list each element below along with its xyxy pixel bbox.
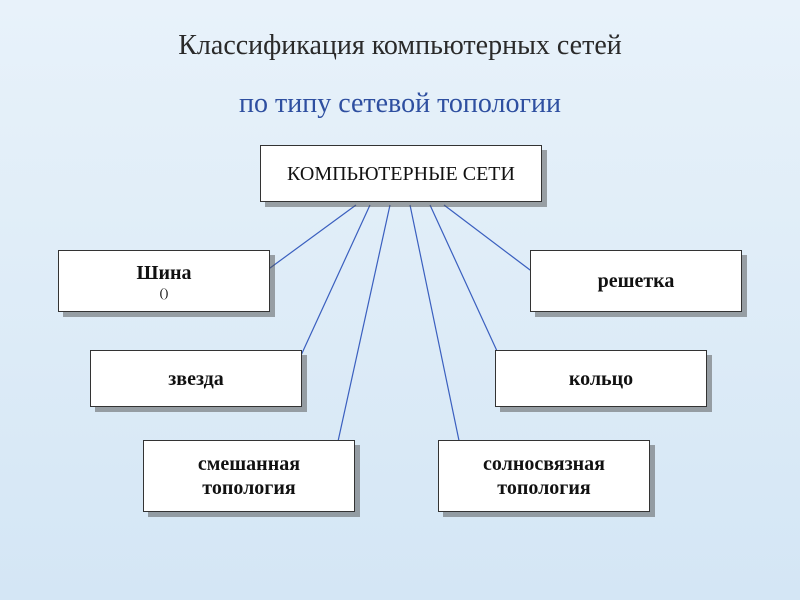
node-conn: солносвязная топология — [438, 440, 650, 512]
edge-root-bus — [255, 205, 356, 279]
node-root-label: КОМПЬЮТЕРНЫЕ СЕТИ — [287, 162, 515, 186]
node-star: звезда — [90, 350, 302, 407]
page-subtitle: по типу сетевой топологии — [0, 88, 800, 120]
edge-root-mesh — [444, 205, 542, 279]
edge-root-star — [292, 205, 370, 375]
node-mixed-label2: топология — [202, 476, 295, 500]
node-star-label: звезда — [168, 367, 224, 391]
node-ring: кольцо — [495, 350, 707, 407]
node-ring-label: кольцо — [569, 367, 633, 391]
node-mesh: решетка — [530, 250, 742, 312]
node-root: КОМПЬЮТЕРНЫЕ СЕТИ — [260, 145, 542, 202]
node-mixed-label1: смешанная — [198, 452, 300, 476]
node-bus-sublabel: () — [160, 285, 169, 301]
node-bus-label: Шина — [136, 261, 191, 285]
node-bus: Шина () — [58, 250, 270, 312]
node-conn-label2: топология — [497, 476, 590, 500]
node-conn-label1: солносвязная — [483, 452, 605, 476]
node-mesh-label: решетка — [598, 269, 675, 293]
edge-root-conn — [410, 205, 462, 455]
node-mixed: смешанная топология — [143, 440, 355, 512]
page-title: Классификация компьютерных сетей — [0, 30, 800, 62]
edge-root-mixed — [335, 205, 390, 455]
